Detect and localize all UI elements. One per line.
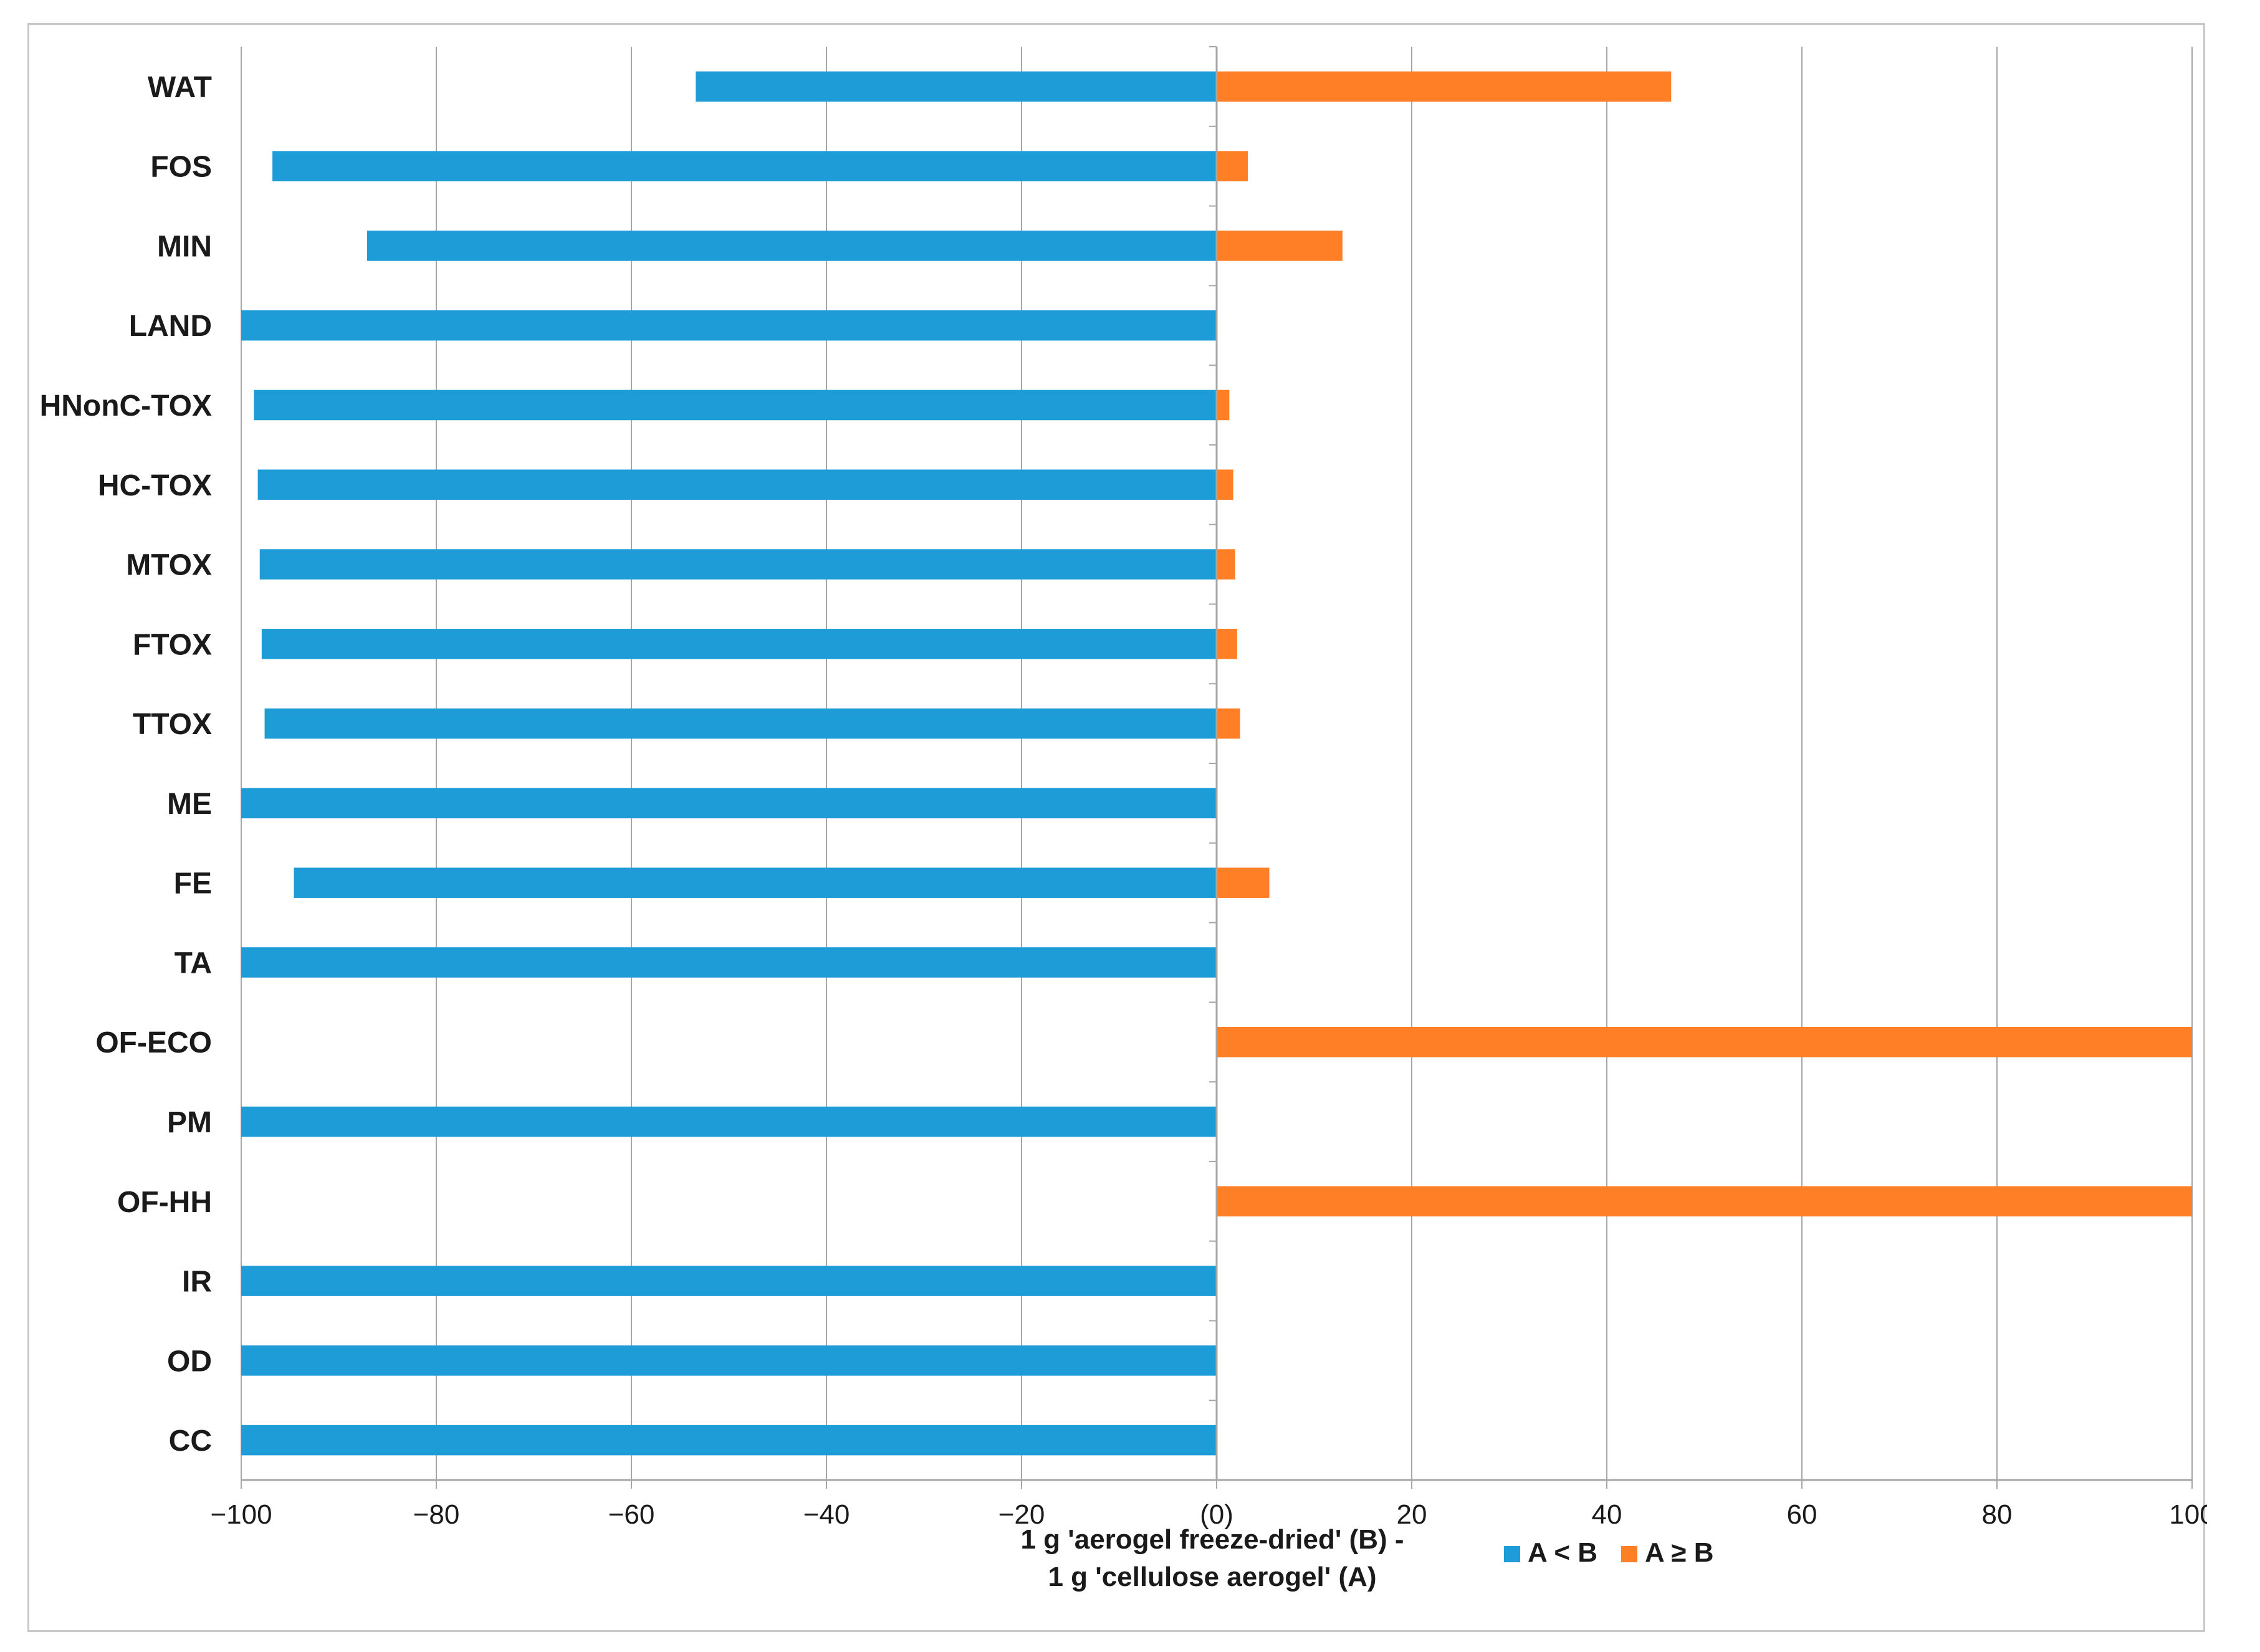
bar-ftox-series-1 (1217, 629, 1237, 659)
category-label-land: LAND (129, 310, 212, 343)
bar-ta-series-0 (241, 947, 1217, 978)
x-tick-label-3: −40 (803, 1499, 850, 1530)
x-tick-label-5: (0) (1200, 1499, 1233, 1530)
category-label-min: MIN (157, 230, 212, 263)
bar-mtox-series-1 (1217, 549, 1235, 580)
bar-hc-tox-series-0 (257, 469, 1217, 500)
bar-ttox-series-1 (1217, 708, 1240, 739)
bar-ftox-series-0 (261, 629, 1217, 659)
legend-label-a-geq-b: A ≥ B (1645, 1537, 1714, 1568)
bar-fos-series-0 (272, 151, 1217, 181)
bar-od-series-0 (241, 1345, 1217, 1376)
category-label-ir: IR (182, 1266, 212, 1299)
x-tick-label-0: −100 (210, 1499, 272, 1530)
x-tick-label-9: 80 (1982, 1499, 2013, 1530)
bar-wat-series-0 (696, 71, 1217, 102)
x-tick-label-6: 20 (1397, 1499, 1427, 1530)
bar-of-hh-series-1 (1217, 1186, 2192, 1217)
bar-me-series-0 (241, 788, 1217, 819)
category-label-hnonc-tox: HNonC-TOX (40, 389, 212, 423)
bar-of-eco-series-1 (1217, 1026, 2192, 1058)
bar-ir-series-0 (241, 1266, 1217, 1296)
bar-pm-series-0 (241, 1106, 1217, 1137)
x-tick-label-10: 100 (2169, 1499, 2207, 1530)
category-label-pm: PM (167, 1106, 212, 1139)
bar-min-series-1 (1217, 231, 1343, 261)
category-label-fe: FE (174, 867, 212, 900)
bar-fe-series-1 (1217, 867, 1270, 898)
bar-fe-series-0 (294, 867, 1217, 898)
bar-min-series-0 (366, 231, 1217, 261)
x-tick-label-2: −60 (608, 1499, 655, 1530)
bars (241, 71, 2192, 1456)
bar-hnonc-tox-series-1 (1217, 389, 1230, 421)
bar-land-series-0 (241, 310, 1217, 341)
x-axis-label-line2: 1 g 'cellulose aerogel' (A) (1048, 1562, 1376, 1592)
x-tick-labels: −100 −80 −60 −40 −20 (0) 20 40 60 80 100 (210, 1499, 2207, 1530)
bar-fos-series-1 (1217, 151, 1248, 181)
legend-label-a-less-b: A < B (1528, 1537, 1597, 1568)
category-labels: WAT FOS MIN LAND HNonC-TOX HC-TOX MTOX FTOX TTOX… (40, 71, 212, 1458)
category-label-of-eco: OF-ECO (95, 1026, 212, 1059)
x-tick-label-4: −20 (998, 1499, 1045, 1530)
category-label-cc: CC (169, 1425, 212, 1458)
x-tick-label-8: 60 (1787, 1499, 1817, 1530)
bar-ttox-series-0 (264, 708, 1217, 739)
legend-swatch-a-less-b (1504, 1546, 1520, 1562)
category-label-of-hh: OF-HH (117, 1186, 212, 1219)
axes (241, 46, 2193, 1489)
legend-swatch-a-geq-b (1621, 1546, 1637, 1562)
category-label-od: OD (167, 1345, 212, 1378)
category-label-fos: FOS (150, 151, 212, 184)
x-tick-label-1: −80 (413, 1499, 460, 1530)
category-label-ta: TA (175, 947, 212, 980)
bar-mtox-series-0 (259, 549, 1217, 580)
category-label-me: ME (167, 788, 212, 821)
category-label-ftox: FTOX (133, 628, 212, 661)
chart-frame: WAT FOS MIN LAND HNonC-TOX HC-TOX MTOX FTOX TTOX… (27, 23, 2207, 1632)
x-axis-label-line1: 1 g 'aerogel freeze-dried' (B) - (1020, 1524, 1404, 1555)
gridlines (241, 47, 2193, 1480)
x-tick-label-7: 40 (1592, 1499, 1622, 1530)
bar-wat-series-1 (1217, 71, 1672, 102)
legend: A < B A ≥ B (1504, 1537, 1714, 1568)
bar-hc-tox-series-1 (1217, 469, 1233, 500)
category-label-mtox: MTOX (126, 549, 212, 582)
impact-difference-chart: WAT FOS MIN LAND HNonC-TOX HC-TOX MTOX FTOX TTOX… (40, 46, 2207, 1592)
category-label-hc-tox: HC-TOX (98, 469, 212, 502)
bar-hnonc-tox-series-0 (254, 389, 1217, 421)
bar-cc-series-0 (241, 1425, 1217, 1456)
category-label-ttox: TTOX (133, 708, 212, 741)
category-label-wat: WAT (148, 71, 212, 104)
